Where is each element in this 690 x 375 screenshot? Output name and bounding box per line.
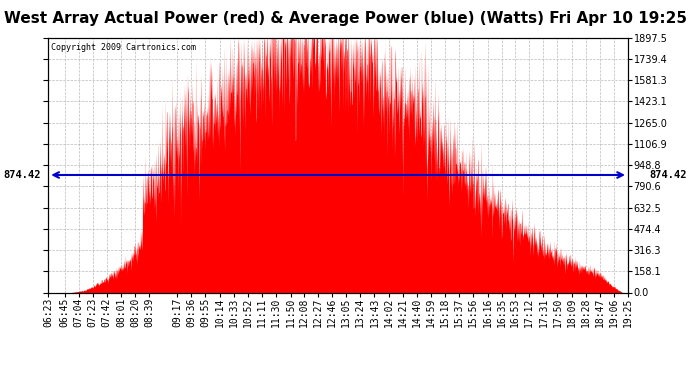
Text: 874.42: 874.42 — [649, 170, 687, 180]
Text: Copyright 2009 Cartronics.com: Copyright 2009 Cartronics.com — [51, 43, 196, 52]
Text: 874.42: 874.42 — [3, 170, 41, 180]
Text: West Array Actual Power (red) & Average Power (blue) (Watts) Fri Apr 10 19:25: West Array Actual Power (red) & Average … — [3, 11, 687, 26]
